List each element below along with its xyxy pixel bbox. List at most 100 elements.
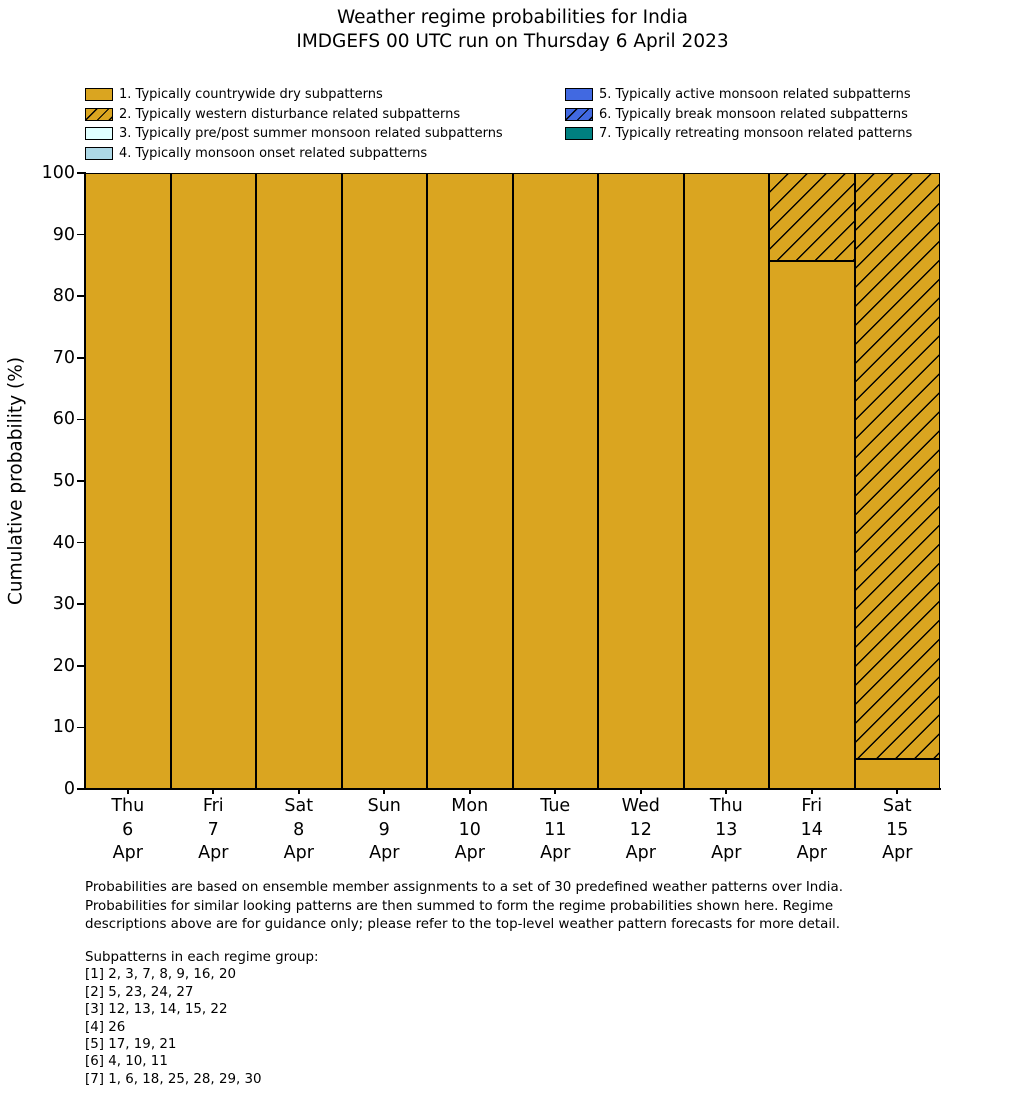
y-tick-label: 90 xyxy=(52,224,75,245)
legend-swatch-regime-5 xyxy=(565,88,593,102)
y-tick-mark xyxy=(77,480,85,482)
legend-column-right: 5. Typically active monsoon related subp… xyxy=(565,85,912,144)
x-tick-label-line: 7 xyxy=(207,819,219,840)
x-tick-mark xyxy=(554,789,557,794)
y-tick-label: 30 xyxy=(52,594,75,615)
x-tick-label-line: Tue xyxy=(540,796,571,816)
y-tick-mark xyxy=(77,172,85,174)
x-tick-label-line: Fri xyxy=(202,796,224,816)
subpattern-group: [3] 12, 13, 14, 15, 22 xyxy=(85,1002,228,1018)
legend-swatch-regime-2-hatched xyxy=(85,107,113,121)
bar-segment-regime-1 xyxy=(854,759,940,789)
x-tick-label-line: 12 xyxy=(629,819,652,840)
x-tick-label-line: Thu xyxy=(709,796,743,816)
x-tick-label-line: Apr xyxy=(283,843,314,863)
x-tick-mark xyxy=(212,789,215,794)
x-tick-label-line: Sat xyxy=(882,796,912,816)
x-tick-mark xyxy=(126,789,129,794)
y-tick-mark xyxy=(77,603,85,605)
legend-item-regime-6: 6. Typically break monsoon related subpa… xyxy=(565,105,912,125)
x-tick-label-line: Apr xyxy=(625,843,656,863)
chart-title: Weather regime probabilities for India I… xyxy=(85,6,940,54)
subpattern-group: [4] 26 xyxy=(85,1019,126,1035)
legend-item-label: 6. Typically break monsoon related subpa… xyxy=(599,106,908,122)
x-tick-label-line: Mon xyxy=(451,796,489,816)
x-tick-label-line: Fri xyxy=(801,796,823,816)
x-tick-label-line: 6 xyxy=(122,819,134,840)
footer-line: Probabilities for similar looking patter… xyxy=(85,898,834,914)
x-tick-label-line: 11 xyxy=(544,819,567,840)
legend-item-label: 5. Typically active monsoon related subp… xyxy=(599,87,911,103)
x-tick-label-line: Apr xyxy=(369,843,400,863)
subpatterns-header: Subpatterns in each regime group: xyxy=(85,950,319,965)
y-tick-label: 10 xyxy=(52,717,75,738)
subpattern-group: [7] 1, 6, 18, 25, 28, 29, 30 xyxy=(85,1071,262,1087)
bar-segment-regime-1 xyxy=(512,173,598,789)
x-tick-label-line: Apr xyxy=(198,843,229,863)
legend-item-label: 7. Typically retreating monsoon related … xyxy=(599,126,913,142)
legend-swatch-regime-4 xyxy=(85,146,113,160)
x-tick-mark xyxy=(896,789,899,794)
x-tick-mark xyxy=(639,789,642,794)
chart-title-line1: Weather regime probabilities for India xyxy=(336,7,689,28)
legend-item-label: 2. Typically western disturbance related… xyxy=(119,106,461,122)
x-tick-label-line: 13 xyxy=(715,819,738,840)
x-tick-label: Mon 10 Apr xyxy=(425,795,515,866)
x-tick-mark xyxy=(810,789,813,794)
footer-note: Probabilities are based on ensemble memb… xyxy=(85,879,843,935)
y-tick-label: 80 xyxy=(52,286,75,307)
x-tick-mark xyxy=(383,789,386,794)
bar-segment-regime-1 xyxy=(683,173,769,789)
x-tick-label: Thu 6 Apr xyxy=(83,795,173,866)
bar-segment-regime-2 xyxy=(769,173,855,262)
y-tick-mark xyxy=(77,295,85,297)
x-tick-label-line: 14 xyxy=(800,819,823,840)
subpattern-group: [2] 5, 23, 24, 27 xyxy=(85,984,194,1000)
y-tick-label: 0 xyxy=(63,779,75,799)
y-tick-label: 20 xyxy=(52,655,75,676)
x-tick-label-line: Apr xyxy=(882,843,913,863)
bar-segment-regime-1 xyxy=(170,173,256,789)
y-tick-mark xyxy=(77,541,85,544)
y-tick-label: 50 xyxy=(52,471,75,491)
x-tick-label-line: Apr xyxy=(796,843,827,863)
y-tick-mark xyxy=(77,726,85,729)
subpattern-group: [6] 4, 10, 11 xyxy=(85,1054,168,1070)
y-axis-spine xyxy=(84,172,86,789)
x-tick-mark xyxy=(725,789,728,794)
subpattern-group: [5] 17, 19, 21 xyxy=(85,1037,177,1053)
legend-item-regime-2: 2. Typically western disturbance related… xyxy=(85,105,503,125)
legend-item-label: 1. Typically countrywide dry subpatterns xyxy=(119,87,383,103)
x-tick-label-line: Thu xyxy=(111,796,145,816)
legend-item-regime-4: 4. Typically monsoon onset related subpa… xyxy=(85,144,503,164)
x-tick-label-line: 10 xyxy=(458,819,481,840)
subpatterns-list: Subpatterns in each regime group: [1] 2,… xyxy=(85,949,319,1088)
bar-segment-regime-1 xyxy=(427,173,513,789)
bar-segment-regime-1 xyxy=(598,173,684,789)
x-tick-label-line: 9 xyxy=(378,819,390,840)
y-tick-label: 70 xyxy=(52,347,75,368)
x-tick-label: Sat 15 Apr xyxy=(852,795,942,866)
y-tick-label: 60 xyxy=(52,409,75,430)
x-tick-label-line: Apr xyxy=(711,843,742,863)
legend-swatch-regime-1 xyxy=(85,88,113,102)
chart-title-line2: IMDGEFS 00 UTC run on Thursday 6 April 2… xyxy=(296,31,729,52)
bar-segment-regime-1 xyxy=(341,173,427,789)
footer-line: Probabilities are based on ensemble memb… xyxy=(85,880,843,895)
y-tick-mark xyxy=(77,357,85,359)
y-tick-mark xyxy=(77,418,85,421)
x-tick-label-line: Apr xyxy=(454,843,485,863)
y-tick-label: 40 xyxy=(52,532,75,553)
x-tick-label: Sat 8 Apr xyxy=(254,795,344,866)
legend-swatch-regime-3 xyxy=(85,127,113,141)
y-tick-label: 100 xyxy=(41,163,75,183)
x-tick-label-line: Sat xyxy=(284,796,314,816)
legend-item-label: 4. Typically monsoon onset related subpa… xyxy=(119,145,428,161)
bar-segment-regime-1 xyxy=(256,173,342,789)
x-tick-label-line: 8 xyxy=(293,819,305,840)
y-tick-mark xyxy=(77,788,85,790)
subpattern-group: [1] 2, 3, 7, 8, 9, 16, 20 xyxy=(85,967,236,983)
legend-item-regime-5: 5. Typically active monsoon related subp… xyxy=(565,85,912,105)
x-tick-label: Sun 9 Apr xyxy=(339,795,429,866)
